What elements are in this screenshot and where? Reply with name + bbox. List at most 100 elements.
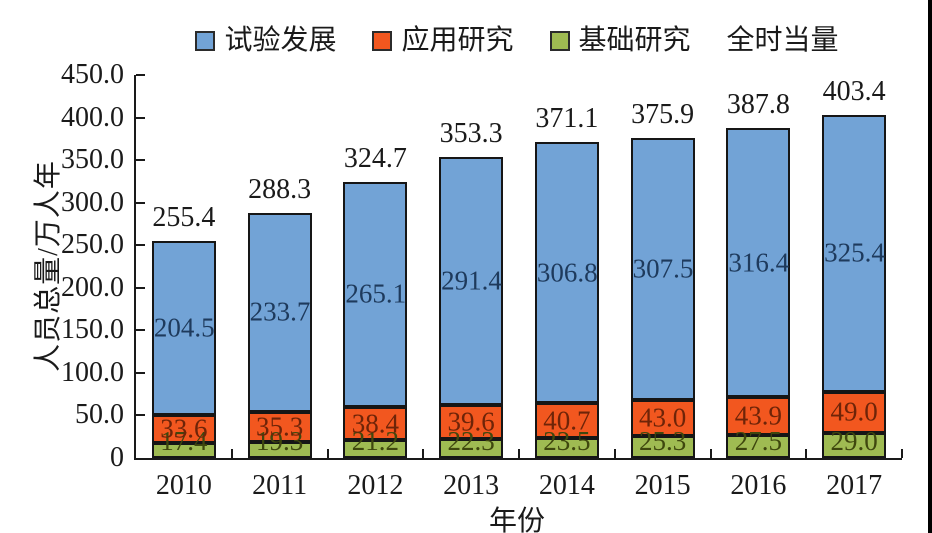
x-axis-tick bbox=[326, 449, 329, 458]
bar-segment-value-applied-research: 35.3 bbox=[256, 411, 304, 442]
x-axis-category-label: 2014 bbox=[538, 470, 595, 501]
y-axis-tick-label: 100.0 bbox=[61, 356, 124, 388]
y-axis-tick bbox=[136, 159, 145, 162]
legend-item-full-time-equivalent: 全时当量 bbox=[727, 27, 839, 55]
legend-item-basic-research: 基础研究 bbox=[549, 25, 691, 56]
x-axis-tick bbox=[422, 449, 425, 458]
bar-segment-basic-research: 23.5 bbox=[534, 428, 599, 458]
y-axis-tick-label: 200.0 bbox=[61, 271, 124, 303]
bar-segment-applied-research: 35.3 bbox=[247, 411, 312, 442]
bar-segment-applied-research: 33.6 bbox=[151, 413, 216, 444]
bar-segment-applied-research: 43.0 bbox=[630, 399, 695, 437]
y-axis-tick bbox=[136, 201, 145, 204]
bar-segment-value-applied-research: 43.9 bbox=[734, 400, 782, 431]
bar-segment-value-basic-research: 22.3 bbox=[447, 426, 495, 456]
y-axis-title: 人员总量/万人年 bbox=[33, 160, 64, 372]
bar-segment-value-experimental-development: 204.5 bbox=[153, 312, 215, 343]
legend-item-applied-research: 应用研究 bbox=[372, 25, 514, 56]
x-axis-tick bbox=[230, 449, 233, 458]
bar-segment-value-applied-research: 43.0 bbox=[639, 402, 687, 433]
bar-segment-basic-research: 22.3 bbox=[439, 428, 504, 458]
bar-segment-value-experimental-development: 291.4 bbox=[441, 265, 502, 296]
y-axis-tick-label: 300.0 bbox=[61, 186, 124, 218]
bar-segment-value-basic-research: 23.5 bbox=[543, 426, 591, 456]
x-axis-title: 年份 bbox=[488, 506, 545, 533]
y-axis-tick bbox=[136, 244, 145, 247]
bar-total-label: 387.8 bbox=[726, 88, 790, 120]
bar-segment-value-experimental-development: 265.1 bbox=[345, 278, 407, 309]
x-axis-tick bbox=[518, 449, 520, 458]
bar-segment-value-basic-research: 25.3 bbox=[639, 426, 687, 456]
bar-total-label: 375.9 bbox=[631, 99, 695, 131]
bar-total-label: 353.3 bbox=[439, 118, 503, 150]
bar-segment-experimental-development: 306.8 bbox=[534, 142, 599, 404]
legend-label-full-time-equivalent: 全时当量 bbox=[726, 25, 839, 56]
legend-swatch-applied-research bbox=[372, 31, 393, 51]
bar-segment-value-experimental-development: 325.4 bbox=[824, 237, 885, 268]
bar-segment-experimental-development: 204.5 bbox=[151, 240, 216, 415]
y-axis-tick bbox=[136, 286, 145, 289]
x-axis-category-label: 2016 bbox=[730, 470, 787, 501]
x-axis-tick bbox=[709, 449, 712, 458]
bar-segment-experimental-development: 325.4 bbox=[822, 114, 887, 392]
bar-segment-value-experimental-development: 307.5 bbox=[632, 253, 694, 284]
y-axis-tick bbox=[136, 371, 145, 374]
bar-total-label: 403.4 bbox=[822, 75, 886, 107]
bar-segment-basic-research: 27.5 bbox=[726, 428, 791, 458]
bar-segment-experimental-development: 316.4 bbox=[726, 127, 791, 398]
y-axis-tick-label: 0 bbox=[110, 442, 124, 473]
bar-total-label: 324.7 bbox=[343, 142, 407, 174]
legend-label-basic-research: 基础研究 bbox=[578, 25, 691, 56]
bar-segment-value-experimental-development: 306.8 bbox=[536, 257, 598, 288]
bar-segment-value-basic-research: 27.5 bbox=[734, 426, 782, 456]
bar-segment-basic-research: 21.2 bbox=[343, 428, 408, 458]
chart-legend: 试验发展 应用研究 基础研究 全时当量 bbox=[134, 24, 900, 58]
legend-label-applied-research: 应用研究 bbox=[401, 25, 514, 56]
legend-swatch-basic-research bbox=[549, 31, 570, 51]
bar-segment-experimental-development: 233.7 bbox=[247, 212, 312, 412]
x-axis-tick bbox=[805, 449, 808, 458]
x-axis-tick bbox=[901, 449, 903, 458]
bar-segment-value-basic-research: 29.0 bbox=[830, 426, 878, 456]
y-axis-tick bbox=[136, 74, 145, 76]
bar-segment-value-applied-research: 38.4 bbox=[351, 408, 399, 439]
bar-segment-value-applied-research: 49.0 bbox=[830, 396, 878, 427]
x-axis-category-label: 2017 bbox=[826, 470, 883, 501]
x-axis-category-label: 2015 bbox=[634, 470, 691, 501]
bar-total-label: 255.4 bbox=[152, 201, 216, 233]
x-axis-category-label: 2012 bbox=[347, 470, 404, 501]
bar-segment-applied-research: 49.0 bbox=[822, 391, 887, 434]
plot-area: 450.0 400.0 350.0 300.0 250.0 200.0 150.0 100.0… bbox=[61, 61, 903, 500]
bar-segment-basic-research: 29.0 bbox=[822, 428, 887, 458]
bar-segment-applied-research: 40.7 bbox=[534, 403, 599, 438]
bar-segment-basic-research: 19.3 bbox=[247, 428, 312, 458]
bar-total-label: 288.3 bbox=[248, 173, 312, 205]
y-axis-tick bbox=[136, 329, 145, 332]
bar-segment-value-basic-research: 17.4 bbox=[160, 426, 208, 456]
bar-segment-experimental-development: 291.4 bbox=[439, 157, 504, 406]
bar-segment-value-basic-research: 21.2 bbox=[351, 426, 399, 456]
bar-segment-experimental-development: 307.5 bbox=[630, 138, 695, 400]
bar-segment-value-applied-research: 33.6 bbox=[160, 413, 208, 444]
x-axis-tick bbox=[613, 449, 616, 458]
legend-item-experimental-development: 试验发展 bbox=[195, 27, 336, 55]
bar-total-label: 371.1 bbox=[535, 103, 599, 135]
y-axis-tick bbox=[136, 414, 145, 417]
legend-swatch-experimental-development bbox=[195, 31, 216, 51]
bar-segment-value-applied-research: 39.6 bbox=[447, 406, 495, 437]
y-axis-tick-label: 400.0 bbox=[61, 101, 124, 133]
bar-segment-value-experimental-development: 233.7 bbox=[249, 296, 311, 327]
bar-segment-experimental-development: 265.1 bbox=[343, 181, 408, 408]
legend-label-experimental-development: 试验发展 bbox=[224, 25, 337, 56]
bar-segment-basic-research: 25.3 bbox=[630, 428, 695, 458]
bar-segment-applied-research: 39.6 bbox=[439, 405, 504, 440]
y-axis-tick bbox=[136, 116, 145, 119]
bar-segment-value-basic-research: 19.3 bbox=[256, 426, 304, 456]
x-axis-category-label: 2010 bbox=[155, 470, 212, 501]
y-axis-tick-label: 350.0 bbox=[61, 144, 124, 176]
y-axis-tick-label: 250.0 bbox=[61, 229, 124, 261]
y-axis-tick-label: 450.0 bbox=[61, 59, 124, 90]
bar-segment-applied-research: 38.4 bbox=[343, 407, 408, 440]
bar-segment-basic-research: 17.4 bbox=[151, 428, 216, 458]
